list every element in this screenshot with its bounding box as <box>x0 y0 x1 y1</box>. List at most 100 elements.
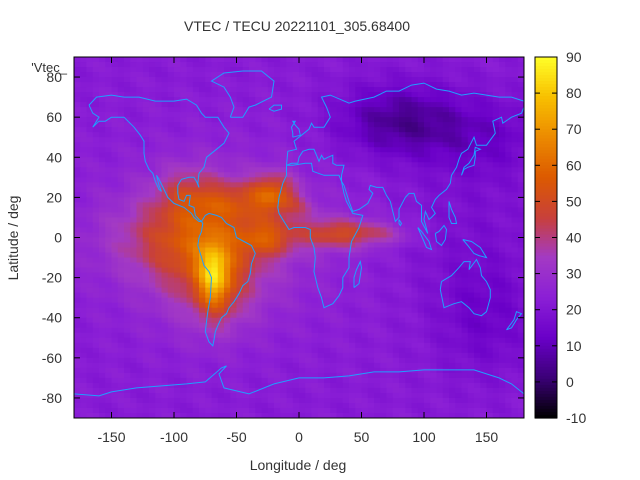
heat-cell <box>224 132 231 138</box>
heat-cell <box>374 372 381 379</box>
heat-cell <box>142 317 150 324</box>
heat-cell <box>86 192 94 198</box>
heat-cell <box>492 92 500 98</box>
heat-cell <box>136 367 144 374</box>
heat-cell <box>342 362 350 369</box>
heat-cell <box>224 207 231 214</box>
heat-cell <box>511 282 519 289</box>
heat-cell <box>336 207 344 214</box>
heat-cell <box>117 352 125 359</box>
heat-cell <box>136 282 144 289</box>
heat-cell <box>342 367 350 374</box>
heat-cell <box>336 347 344 354</box>
heat-cell <box>217 387 225 394</box>
heat-cell <box>92 152 100 158</box>
heat-cell <box>374 337 381 344</box>
heat-cell <box>374 202 381 209</box>
heat-cell <box>399 142 406 148</box>
heat-cell <box>342 232 350 239</box>
heat-cell <box>211 252 219 259</box>
heat-cell <box>411 347 419 354</box>
heat-cell <box>424 382 431 389</box>
heat-cell <box>492 72 500 78</box>
heat-cell <box>267 337 275 344</box>
heat-cell <box>436 207 444 214</box>
heat-cell <box>367 252 375 259</box>
heat-cell <box>136 262 144 269</box>
heat-cell <box>511 257 519 264</box>
heat-cell <box>399 137 406 143</box>
heat-cell <box>374 312 381 319</box>
heat-cell <box>155 247 163 254</box>
heat-cell <box>274 132 281 138</box>
heat-cell <box>449 112 456 118</box>
heat-cell <box>255 67 263 73</box>
heat-cell <box>111 177 119 183</box>
heat-cell <box>492 347 500 354</box>
heat-cell <box>374 217 381 224</box>
heat-cell <box>186 397 194 404</box>
heat-cell <box>267 332 275 339</box>
heat-cell <box>517 357 524 364</box>
heat-cell <box>380 77 388 83</box>
heat-cell <box>124 192 131 198</box>
heat-cell <box>217 237 225 244</box>
heat-cell <box>430 112 438 118</box>
heat-cell <box>80 207 88 214</box>
heat-cell <box>111 327 119 334</box>
heat-cell <box>505 127 513 133</box>
heat-cell <box>217 257 225 264</box>
heat-cell <box>280 187 288 193</box>
heat-cell <box>242 302 250 309</box>
heat-cell <box>480 347 488 354</box>
heat-cell <box>411 252 419 259</box>
heat-cell <box>336 282 344 289</box>
heat-cell <box>205 312 213 319</box>
heat-cell <box>105 272 113 279</box>
heat-cell <box>286 237 294 244</box>
heat-cell <box>274 282 281 289</box>
heat-cell <box>455 87 463 93</box>
heat-cell <box>467 132 475 138</box>
heat-cell <box>324 297 331 304</box>
heat-cell <box>286 202 294 209</box>
heat-cell <box>274 357 281 364</box>
heat-cell <box>280 257 288 264</box>
heat-cell <box>111 82 119 88</box>
heat-cell <box>92 277 100 284</box>
heat-cell <box>305 362 313 369</box>
heat-cell <box>130 117 138 123</box>
heat-cell <box>361 302 369 309</box>
heat-cell <box>74 382 81 389</box>
heat-cell <box>267 392 275 399</box>
heat-cell <box>124 72 131 78</box>
heat-cell <box>405 232 413 239</box>
heat-cell <box>92 67 100 73</box>
heat-cell <box>492 352 500 359</box>
heat-cell <box>267 192 275 198</box>
heat-cell <box>124 297 131 304</box>
heat-cell <box>424 307 431 314</box>
heat-cell <box>430 137 438 143</box>
heat-cell <box>92 307 100 314</box>
heat-cell <box>499 277 506 284</box>
heat-cell <box>349 397 356 404</box>
heat-cell <box>355 362 363 369</box>
heat-cell <box>142 372 150 379</box>
heat-cell <box>399 162 406 168</box>
heat-cell <box>105 202 113 209</box>
heat-cell <box>492 287 500 294</box>
heat-cell <box>80 292 88 299</box>
heat-cell <box>155 162 163 168</box>
heat-cell <box>430 67 438 73</box>
heat-cell <box>367 287 375 294</box>
heat-cell <box>255 332 263 339</box>
heat-cell <box>199 232 206 239</box>
heat-cell <box>424 142 431 148</box>
heat-cell <box>230 217 238 224</box>
heat-cell <box>74 197 81 203</box>
heat-cell <box>155 197 163 203</box>
heat-cell <box>111 272 119 279</box>
heat-cell <box>392 367 400 374</box>
heat-cell <box>442 77 450 83</box>
